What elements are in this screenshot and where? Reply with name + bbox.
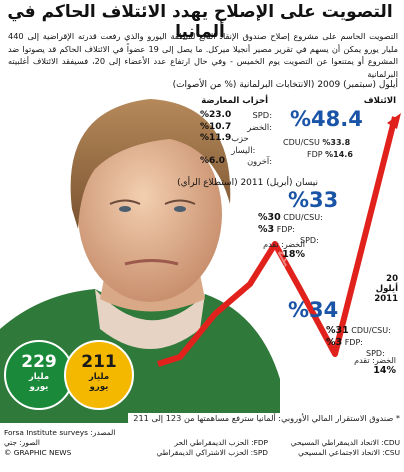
sep2011-pct: %34 — [288, 298, 339, 322]
footer-credit: © GRAPHIC NEWS — [4, 448, 72, 457]
sep2009-header: أيلول (سبتمبر) 2009 (الانتخابات البرلمان… — [172, 80, 398, 90]
sep-spd-row: SPD: — [366, 349, 385, 358]
fdp-2009-pct: %14.6 — [325, 150, 353, 159]
opp-row-spd: %23.0 SPD: — [200, 110, 272, 120]
sep-cdu-row: %31 CDU/CSU: — [326, 325, 391, 336]
hair-shape — [70, 99, 231, 229]
apr-fdp-row: %3 FDP: — [258, 224, 295, 235]
footer-fdp: FDP: الحزب الديمقراطي الحر — [174, 438, 268, 447]
fdp-2009-label: FDP — [307, 150, 323, 159]
cdu-2009-label: CDU/CSU — [283, 138, 320, 147]
sep-green-row: الخضر: تقدم %14 — [354, 356, 396, 376]
cdu-2009-row: CDU/CSU %33.8 — [283, 138, 350, 147]
apr-green-row: الخضر: تقدم %18 — [263, 240, 305, 260]
opp-row-left: %11.9 حزب اليسار: — [200, 133, 256, 155]
red-trend-line — [157, 116, 398, 367]
fdp-2009-row: FDP %14.6 — [307, 150, 353, 159]
apr-cdu-row: %30 CDU/CSU: — [258, 212, 323, 223]
opposition-label: أحزاب المعارضة — [201, 96, 268, 106]
opp-row-others: %6.0 آخرون: — [200, 156, 272, 166]
coalition-label: الائتلاف — [363, 96, 396, 106]
footer-csu: CSU: الاتحاد الاجتماعي المسيحي — [298, 448, 400, 457]
trend-arrow-head — [387, 113, 401, 129]
apr-spd-row: SPD: — [300, 236, 319, 245]
page-title: التصويت على الإصلاح يهدد الائتلاف الحاكم… — [7, 2, 393, 42]
footer-photo: الصور: جتي — [4, 438, 40, 447]
sep2011-header: 20 أيلول 2011 — [374, 274, 398, 304]
footer-source: المصدر: Forsa Institute surveys — [4, 428, 116, 437]
footer-cdu: CDU: الاتحاد الديمقراطي المسيحي — [290, 438, 400, 447]
opp-row-green: %10.7 الخضر: — [200, 121, 272, 132]
bubble-211: 211 مليار يورو — [64, 340, 134, 410]
apr2011-header: نيسان (أبريل) 2011 (استطلاع الرأي) — [177, 178, 318, 188]
apr2011-pct: %33 — [288, 188, 339, 212]
opposition-list: %23.0 SPD: %10.7 الخضر: %11.9 حزب اليسار: %… — [200, 110, 272, 168]
sep-fdp-row: %3 FDP: — [326, 337, 363, 348]
face-shape — [78, 126, 222, 302]
footer: CDU: الاتحاد الديمقراطي المسيحي CSU: الا… — [0, 424, 404, 472]
intro-text: التصويت الحاسم على مشروع إصلاح صندوق الإ… — [8, 31, 398, 79]
cdu-2009-pct: %33.8 — [322, 138, 351, 147]
bubble-229: 229 مليار يورو — [4, 340, 74, 410]
coalition-pct: %48.4 — [290, 107, 363, 131]
footer-spd: SPD: الحزب الاشتراكي الديمقراطي — [156, 448, 268, 457]
